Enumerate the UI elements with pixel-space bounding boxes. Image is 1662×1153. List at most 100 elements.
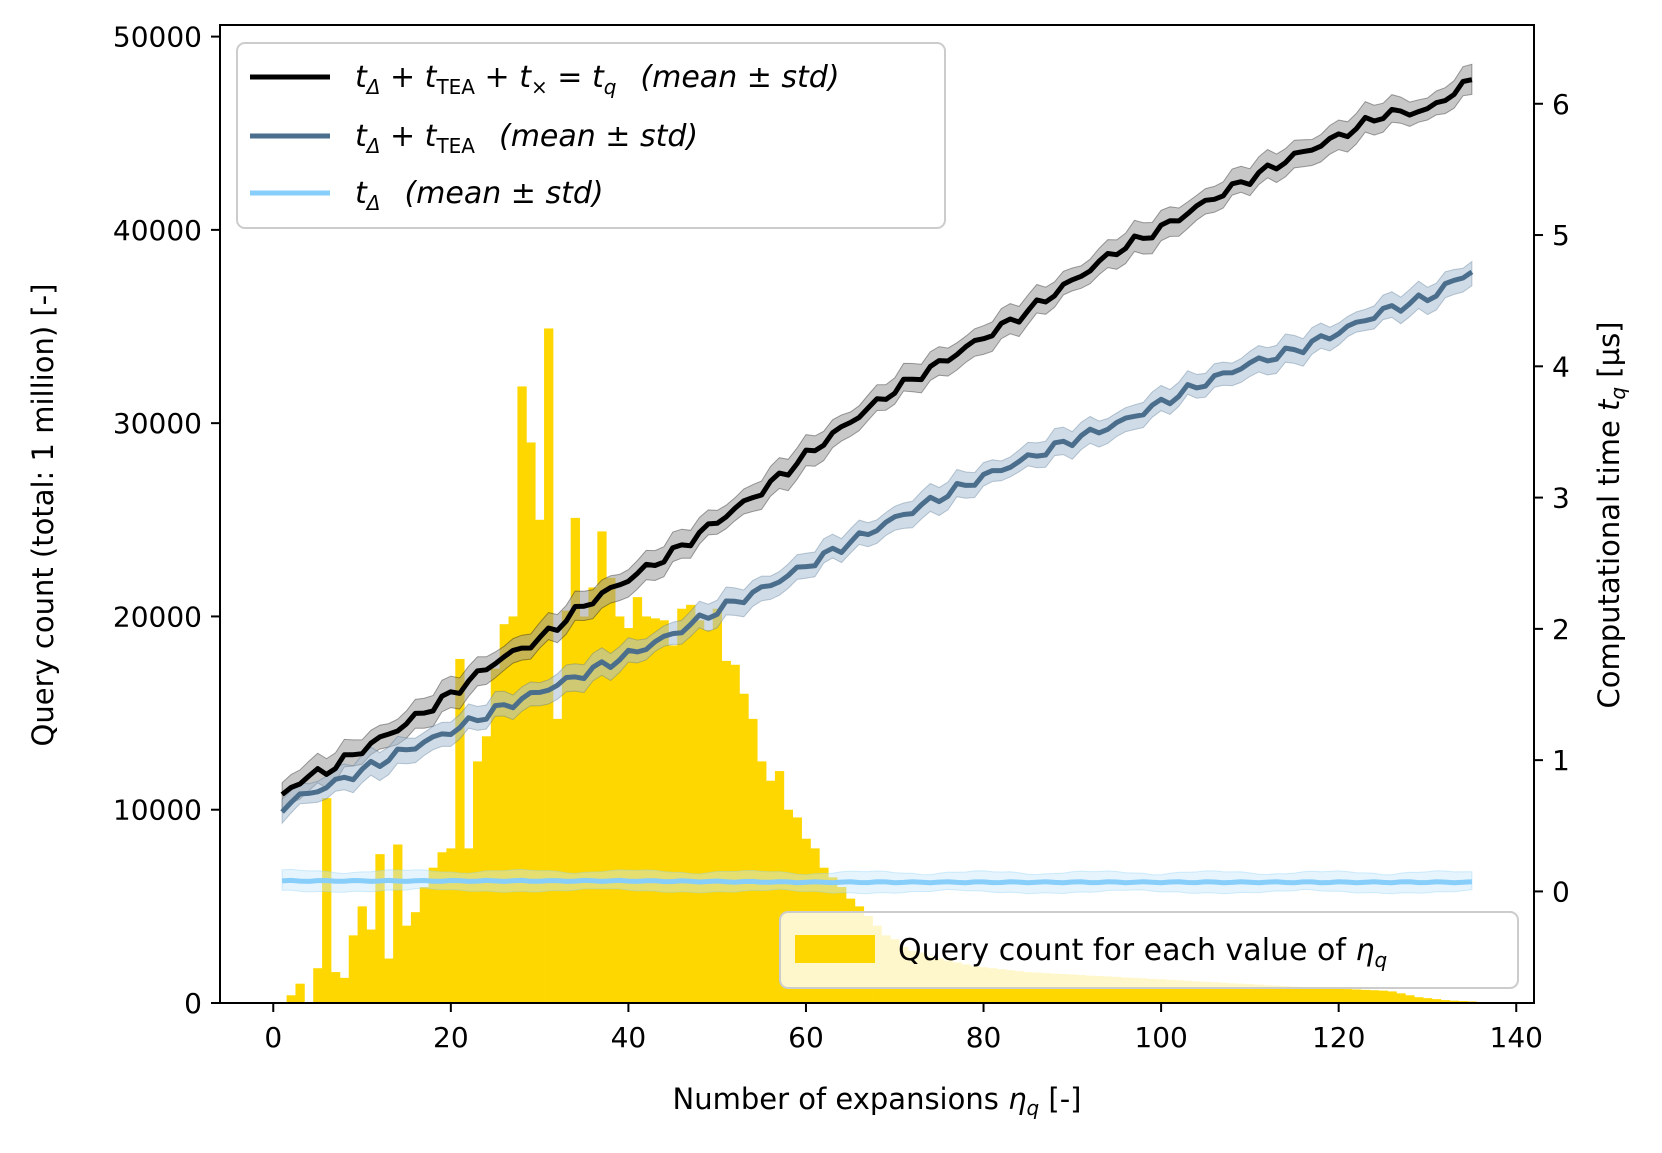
x-tick-label: 140 [1490, 1021, 1543, 1054]
x-tick-label: 60 [788, 1021, 824, 1054]
histogram-bar [330, 972, 341, 1003]
histogram-bar [437, 852, 447, 1003]
y-left-tick-label: 20000 [113, 600, 202, 633]
histogram-bar [1449, 1000, 1459, 1003]
histogram-bar [1183, 980, 1193, 1003]
histogram-bar [464, 848, 474, 1003]
histogram-bar [1280, 986, 1291, 1003]
histogram-bar [1343, 989, 1353, 1003]
y-left-tick-label: 40000 [113, 214, 202, 247]
histogram-bar [1334, 988, 1344, 1003]
histogram-bar [1085, 975, 1095, 1003]
histogram-bar [526, 442, 536, 1003]
histogram-bar [1121, 977, 1131, 1003]
histogram-bar [1103, 976, 1113, 1003]
histogram-bar [1192, 981, 1202, 1003]
plot-frame [219, 24, 1535, 1004]
series-line-1 [280, 269, 1474, 814]
y-left-tick-label: 10000 [113, 794, 202, 827]
legend-label-delta: tΔ (mean ± std) [355, 176, 604, 215]
histogram-bar [570, 517, 580, 1003]
histogram-bar [1138, 978, 1149, 1003]
x-tick-label: 40 [611, 1021, 647, 1054]
histogram-bar [446, 848, 456, 1003]
histogram-bar [1325, 988, 1335, 1003]
histogram-bar [1378, 990, 1388, 1003]
y-right-tick-label: 3 [1552, 482, 1570, 515]
legend-upper-frame [236, 42, 946, 229]
histogram-bar [1130, 977, 1140, 1003]
histogram-bar [615, 616, 625, 1003]
x-tick-label: 120 [1312, 1021, 1365, 1054]
x-tick-label: 80 [966, 1021, 1002, 1054]
histogram-bar [357, 906, 367, 1003]
histogram-bar [1431, 999, 1442, 1003]
line-layer [280, 77, 1474, 886]
y-right-tick-label: 1 [1552, 744, 1570, 777]
y-right-tick-label: 4 [1552, 350, 1570, 383]
histogram-bar [588, 587, 598, 1003]
histogram-bar [1405, 995, 1415, 1003]
histogram-bar [792, 817, 802, 1003]
series-line-2 [281, 877, 1473, 886]
y-left-tick-label: 30000 [113, 407, 202, 440]
y-right-axis-ticks: 0 1 2 3 4 5 6 [1534, 88, 1570, 908]
y-right-tick-label: 6 [1552, 88, 1570, 121]
histogram-bar [1440, 1000, 1451, 1003]
histogram-bar [774, 771, 785, 1003]
histogram-bar [579, 616, 589, 1003]
histogram-bar [1414, 997, 1424, 1003]
histogram-bar [1316, 987, 1326, 1003]
histogram-bar [1245, 984, 1255, 1003]
histogram-bar [659, 620, 669, 1003]
histogram-bar [1112, 976, 1122, 1003]
histogram-bar [428, 867, 438, 1003]
histogram-bar [632, 597, 643, 1003]
series-line-0 [280, 77, 1473, 797]
legend-label-tea: tΔ + tTEA (mean ± std) [355, 119, 698, 158]
histogram-bar [677, 608, 687, 1003]
histogram-bar [384, 958, 394, 1003]
y-right-axis-title: Computational time tq [µs] [1592, 322, 1630, 709]
x-tick-label: 20 [433, 1021, 469, 1054]
histogram-bar [419, 887, 430, 1003]
histogram-bar [508, 616, 518, 1003]
histogram-bar [1094, 975, 1104, 1003]
histogram-bar [455, 658, 465, 1003]
histogram-bar [393, 844, 403, 1003]
histogram-bar [597, 531, 607, 1003]
histogram-bar [783, 809, 794, 1003]
histogram-bar [1423, 998, 1433, 1003]
histogram-bar [561, 610, 572, 1003]
histogram-bar [402, 925, 412, 1003]
histogram-bar [1272, 985, 1282, 1003]
y-left-axis-title: Query count (total: 1 million) [-] [26, 284, 60, 747]
histogram-bar [1201, 981, 1211, 1003]
histogram-bar [410, 912, 421, 1003]
series-band-0 [281, 63, 1473, 812]
histogram-bar [490, 668, 501, 1003]
histogram-bar [1156, 979, 1166, 1003]
legend-label-histogram: Query count for each value of ηq [898, 933, 1387, 972]
legend-lower-frame [779, 911, 1519, 989]
histogram-bar [606, 577, 616, 1003]
histogram-bar [1254, 984, 1264, 1003]
histogram-bar [1351, 989, 1362, 1003]
histogram-bar [1147, 978, 1158, 1003]
histogram-bar [1263, 985, 1273, 1003]
y-left-axis-ticks: 0 10000 20000 30000 40000 50000 [113, 21, 220, 1020]
histogram-bar [339, 977, 350, 1003]
histogram-bar [375, 854, 385, 1003]
x-axis-ticks: 0 20 40 60 80 100 120 140 [264, 1003, 1543, 1054]
histogram-bar [1227, 983, 1237, 1003]
histogram-bar [1174, 980, 1184, 1003]
histogram-bar [1387, 991, 1397, 1003]
histogram-bar [499, 624, 509, 1003]
y-right-tick-label: 2 [1552, 613, 1570, 646]
histogram-bar [348, 935, 359, 1003]
histogram-bar [366, 929, 376, 1003]
histogram-bar [552, 718, 563, 1003]
histogram-bar [1360, 989, 1371, 1003]
